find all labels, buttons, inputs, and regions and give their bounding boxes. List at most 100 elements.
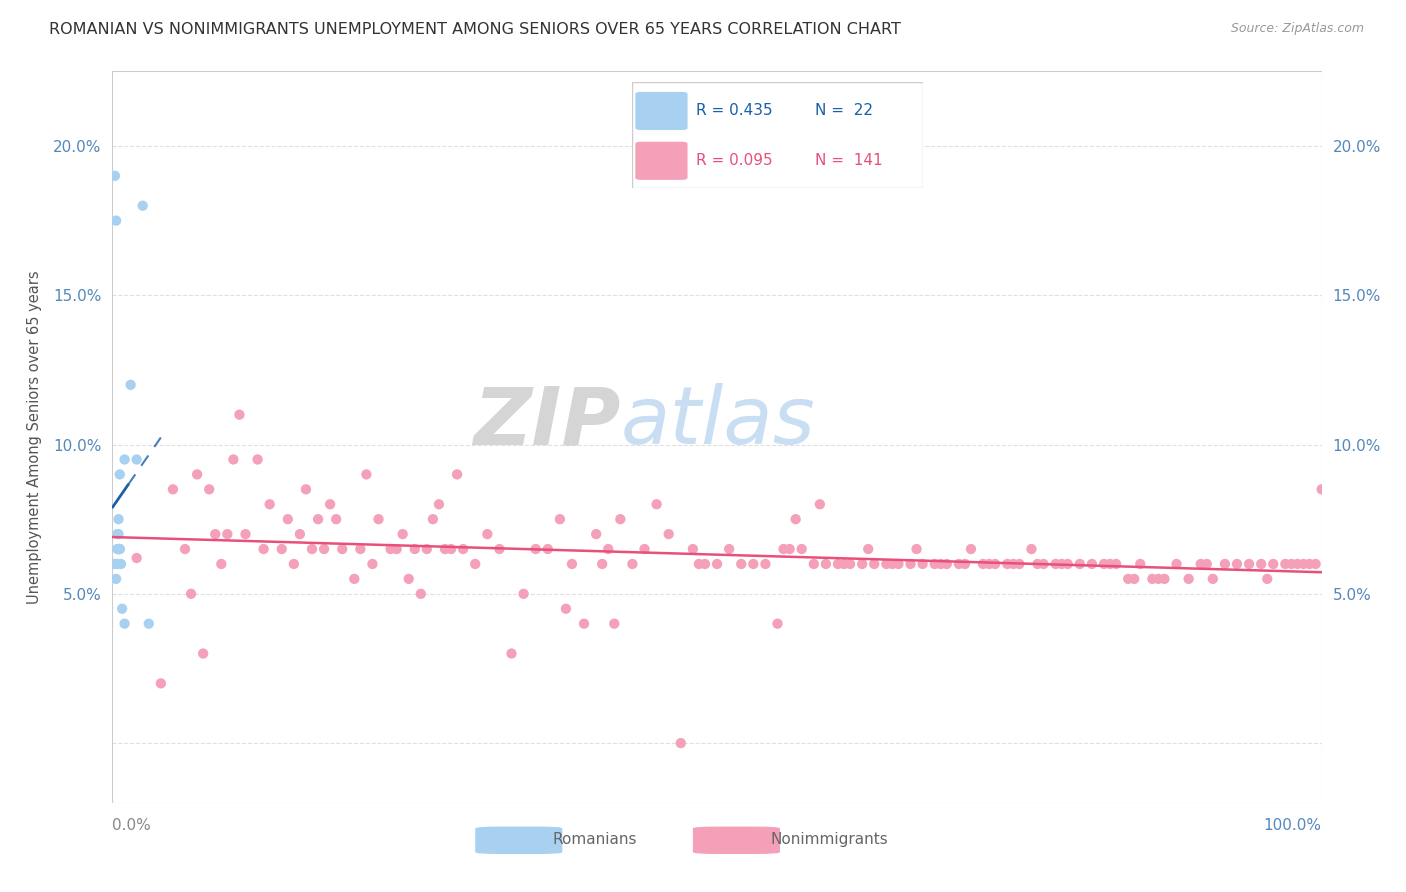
Point xyxy=(477,527,499,541)
Point xyxy=(1002,557,1025,571)
Point xyxy=(953,557,976,571)
Point xyxy=(972,557,994,571)
Point xyxy=(1026,557,1049,571)
Point xyxy=(451,542,474,557)
Point xyxy=(1081,557,1104,571)
Point xyxy=(107,542,129,557)
Point xyxy=(900,557,922,571)
Point xyxy=(1129,557,1152,571)
Point xyxy=(537,542,560,557)
Point xyxy=(108,467,131,482)
Point xyxy=(312,542,335,557)
Point xyxy=(688,557,710,571)
Point xyxy=(1286,557,1309,571)
Point xyxy=(1305,557,1327,571)
Point xyxy=(235,527,257,541)
Point xyxy=(1069,557,1091,571)
Point xyxy=(645,497,668,511)
Point xyxy=(105,557,128,571)
Point xyxy=(718,542,741,557)
Point xyxy=(319,497,342,511)
Point xyxy=(391,527,413,541)
Text: Source: ZipAtlas.com: Source: ZipAtlas.com xyxy=(1230,22,1364,36)
Point xyxy=(1298,557,1320,571)
Point xyxy=(851,557,873,571)
Text: ZIP: ZIP xyxy=(472,384,620,461)
Point xyxy=(598,542,620,557)
Point xyxy=(111,601,134,615)
Point xyxy=(1105,557,1128,571)
Point xyxy=(422,512,444,526)
Point xyxy=(1147,572,1170,586)
Point xyxy=(349,542,371,557)
Point xyxy=(658,527,681,541)
Point xyxy=(754,557,776,571)
Point xyxy=(960,542,983,557)
Point xyxy=(228,408,250,422)
Point xyxy=(325,512,347,526)
Point xyxy=(103,557,125,571)
Point xyxy=(107,527,129,541)
Text: 100.0%: 100.0% xyxy=(1264,818,1322,833)
Point xyxy=(343,572,366,586)
Point xyxy=(434,542,457,557)
Point xyxy=(742,557,765,571)
Point xyxy=(803,557,825,571)
Point xyxy=(785,512,807,526)
Point xyxy=(935,557,957,571)
Point xyxy=(1263,557,1285,571)
Point xyxy=(222,452,245,467)
Point xyxy=(295,483,318,497)
Point xyxy=(488,542,510,557)
Point xyxy=(107,542,129,557)
Point xyxy=(270,542,292,557)
Point xyxy=(105,572,128,586)
Point xyxy=(1256,572,1278,586)
Point xyxy=(330,542,353,557)
Point xyxy=(856,542,880,557)
Point xyxy=(706,557,728,571)
Point xyxy=(277,512,299,526)
Point xyxy=(108,542,131,557)
Point xyxy=(682,542,704,557)
Point xyxy=(1050,557,1073,571)
Point xyxy=(995,557,1018,571)
Point xyxy=(905,542,928,557)
Point xyxy=(209,557,232,571)
Point xyxy=(149,676,172,690)
Point xyxy=(1153,572,1175,586)
Point xyxy=(772,542,794,557)
Point xyxy=(984,557,1007,571)
Point xyxy=(585,527,607,541)
Point xyxy=(104,169,127,183)
Point xyxy=(398,572,420,586)
Point xyxy=(446,467,468,482)
Point xyxy=(186,467,208,482)
Point xyxy=(1189,557,1212,571)
Point xyxy=(814,557,837,571)
Point xyxy=(1310,483,1333,497)
Point xyxy=(114,452,136,467)
Point xyxy=(114,616,136,631)
Point xyxy=(108,542,131,557)
Point xyxy=(1250,557,1272,571)
Point xyxy=(911,557,934,571)
Point xyxy=(1213,557,1236,571)
Point xyxy=(1195,557,1218,571)
Point xyxy=(1123,572,1146,586)
Point xyxy=(512,587,534,601)
Point xyxy=(839,557,862,571)
Point xyxy=(633,542,655,557)
Point xyxy=(621,557,644,571)
Point xyxy=(204,527,226,541)
Point xyxy=(1292,557,1315,571)
Point xyxy=(288,527,311,541)
Point xyxy=(283,557,305,571)
Point xyxy=(380,542,402,557)
Point xyxy=(174,542,197,557)
Point xyxy=(107,512,129,526)
Point xyxy=(948,557,970,571)
Point xyxy=(105,527,128,541)
Point xyxy=(554,601,576,615)
Point xyxy=(524,542,547,557)
